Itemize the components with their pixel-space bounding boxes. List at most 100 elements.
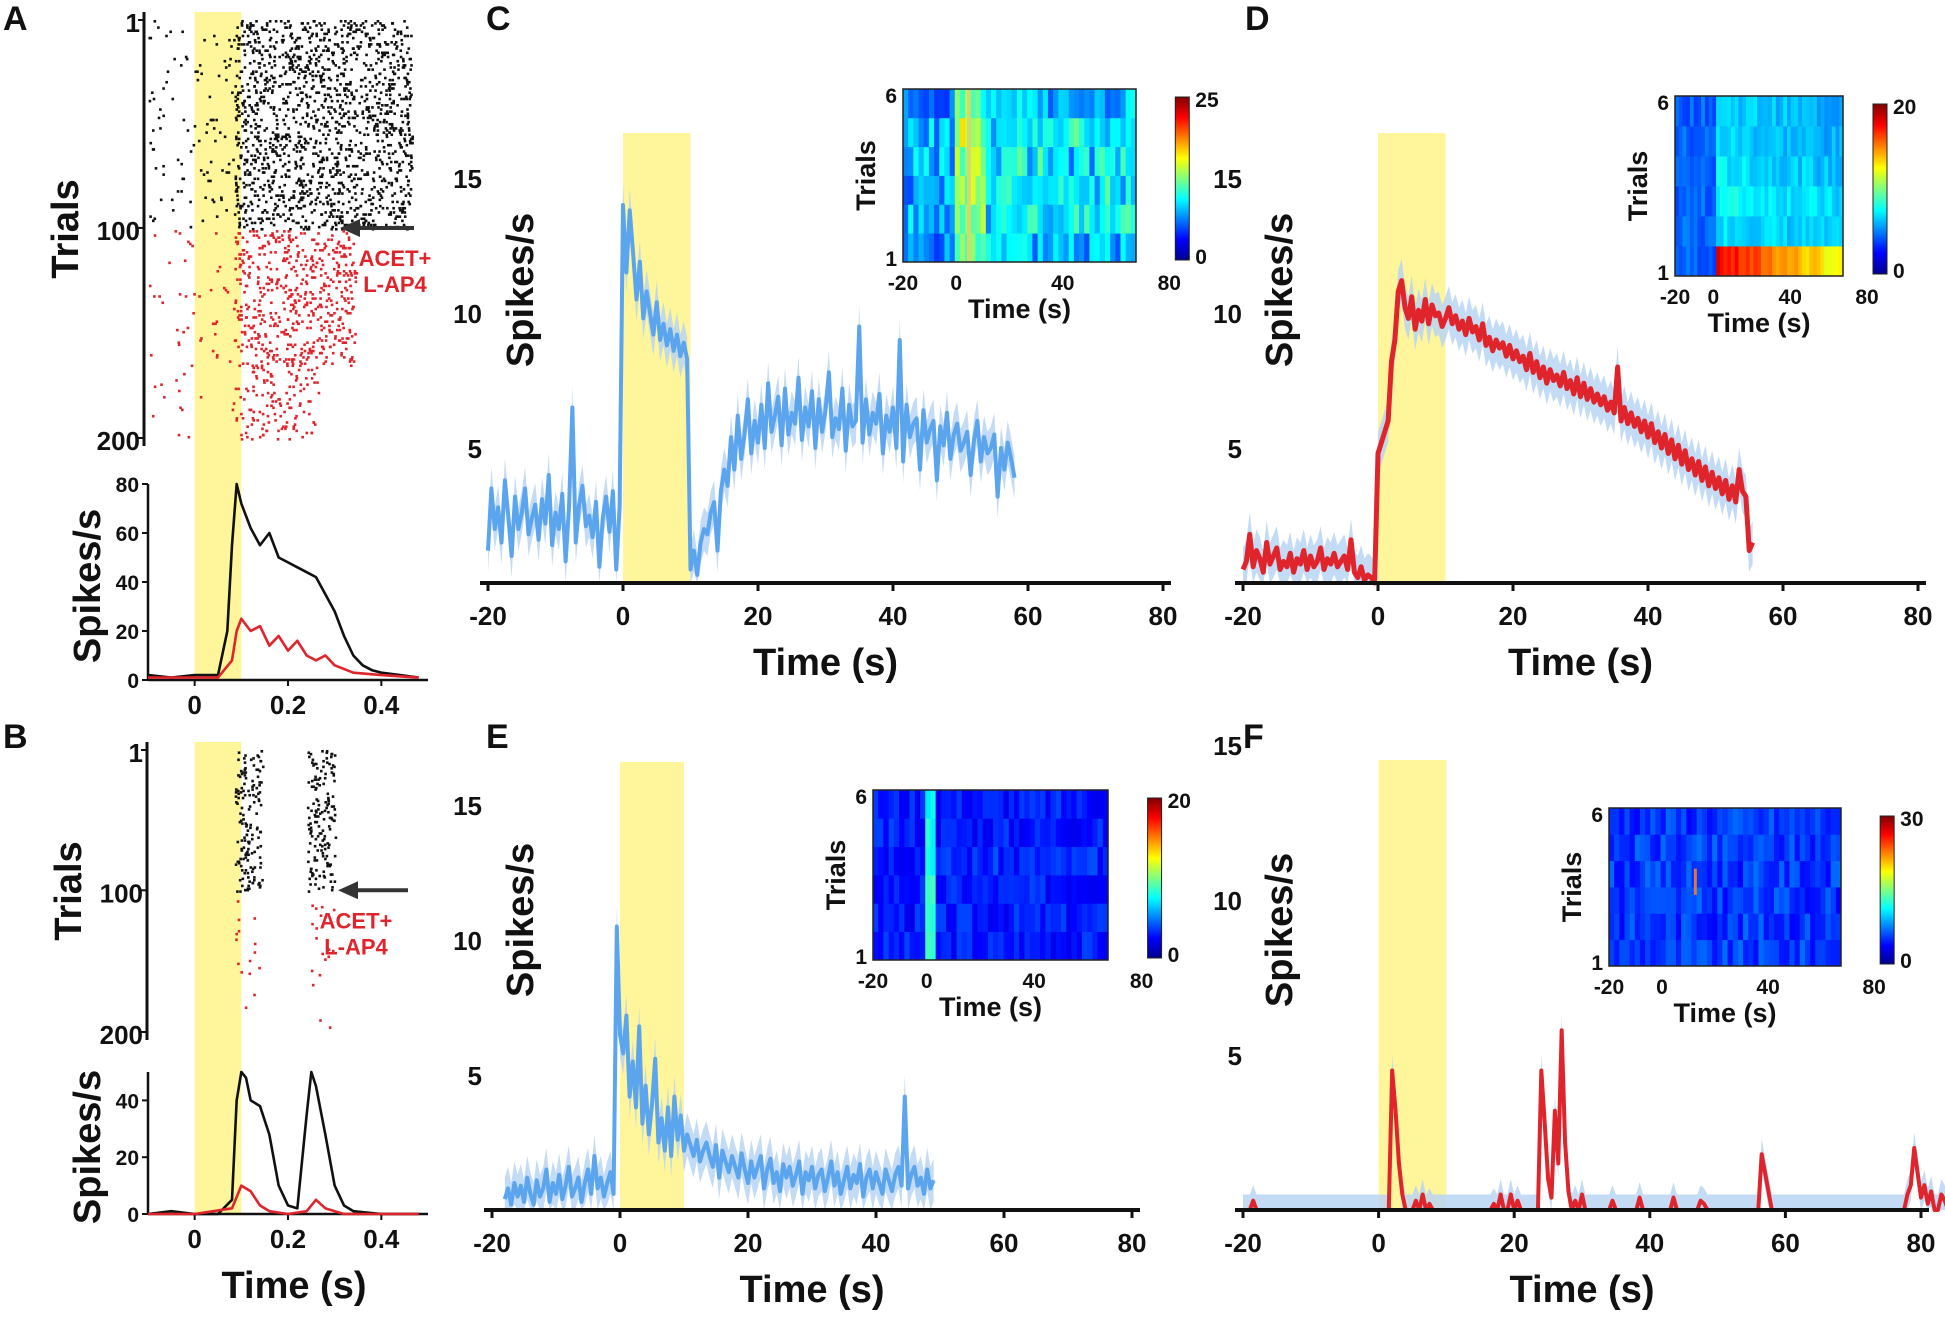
heat-cell: [908, 175, 914, 205]
heat-cell: [1727, 126, 1732, 157]
spike-red: [247, 255, 251, 258]
spike-black: [284, 55, 288, 59]
spike-black: [249, 823, 253, 827]
spike-black: [312, 152, 315, 155]
spike-black: [320, 810, 324, 814]
spike-red: [289, 309, 292, 313]
spike-black: [242, 101, 245, 105]
spike-black: [258, 881, 261, 885]
spike-black: [369, 43, 373, 46]
spike-black: [314, 820, 317, 824]
spike-red: [338, 251, 342, 254]
spike-black: [380, 24, 384, 27]
spike-black: [290, 196, 293, 200]
spike-black: [256, 754, 259, 757]
heat-cell: [1809, 156, 1814, 187]
heat-cell: [970, 204, 976, 234]
heat-cell: [930, 790, 937, 819]
spike-black: [401, 120, 405, 124]
spike-black: [320, 160, 324, 164]
heat-cell: [1097, 790, 1104, 819]
heat-cell: [1104, 117, 1111, 148]
heat-cell: [939, 117, 945, 148]
spike-black: [254, 78, 257, 82]
spike-black: [282, 38, 285, 42]
heat-cell: [1001, 89, 1007, 119]
spike-red: [295, 309, 298, 313]
heat-cell: [946, 875, 952, 904]
spike-red: [278, 320, 282, 323]
heat-cell: [1809, 126, 1814, 157]
heat-cell: [980, 89, 987, 119]
heat-cell: [1734, 126, 1739, 157]
spike-black: [203, 38, 206, 42]
heat-cell: [1779, 808, 1785, 835]
heat-cell: [1723, 126, 1728, 157]
spike-black: [298, 150, 302, 153]
spike-black: [276, 154, 279, 158]
heat-cell: [1099, 89, 1106, 119]
spike-red: [252, 234, 256, 237]
heat-cell: [1712, 126, 1717, 157]
heat-cell: [1686, 216, 1691, 247]
spike-red: [150, 353, 153, 357]
spike-black: [323, 809, 327, 813]
spike-black: [378, 45, 382, 48]
x-tick-label: 0: [613, 1228, 627, 1258]
inset-frame: [1608, 807, 1842, 967]
spike-black: [246, 120, 249, 124]
heat-cell: [1089, 89, 1095, 119]
spike-red: [256, 366, 260, 370]
spike-red: [344, 309, 348, 313]
heat-cell: [1092, 790, 1098, 819]
spike-black: [325, 156, 329, 160]
spike-black: [243, 793, 247, 797]
spike-red: [304, 255, 307, 258]
spike-black: [250, 202, 254, 206]
spike-black: [251, 788, 254, 791]
heat-cell: [1097, 931, 1104, 961]
heat-cell: [1061, 903, 1067, 933]
spike-red: [301, 435, 304, 439]
heat-cell: [1772, 216, 1777, 247]
spike-black: [331, 51, 334, 55]
heat-cell: [1040, 875, 1046, 904]
heat-cell: [1708, 186, 1713, 217]
spike-black: [336, 99, 339, 103]
y-tick-label: 5: [1228, 1041, 1242, 1071]
spike-black: [407, 120, 410, 124]
spike-black: [315, 91, 318, 95]
spike-black: [328, 762, 331, 766]
spike-black: [376, 139, 380, 143]
spike-black: [209, 160, 213, 164]
spike-red: [290, 358, 294, 361]
spike-black: [305, 112, 309, 116]
spike-black: [341, 221, 344, 225]
spike-red: [344, 255, 348, 258]
spike-black: [331, 59, 335, 63]
heat-cell: [1619, 939, 1625, 967]
heat-cell: [1731, 156, 1736, 187]
heat-cell: [1831, 216, 1836, 247]
spike-red: [324, 284, 328, 288]
spike-red: [308, 349, 312, 353]
heat-cell: [1794, 913, 1801, 941]
spike-red: [293, 423, 297, 426]
spike-red: [322, 362, 326, 365]
heat-cell: [1745, 96, 1751, 127]
spike-black: [323, 32, 326, 36]
spike-red: [329, 278, 333, 281]
spike-black: [346, 41, 349, 44]
heat-cell: [1719, 126, 1724, 157]
heat-cell: [883, 903, 890, 933]
spike-red: [265, 379, 269, 382]
heat-cell: [913, 89, 919, 119]
heat-cell: [1022, 233, 1028, 263]
heat-cell: [1053, 175, 1059, 205]
spike-black: [151, 129, 155, 132]
spike-black: [246, 859, 250, 862]
spike-red: [240, 349, 243, 353]
heat-cell: [1810, 834, 1816, 862]
spike-black: [237, 861, 241, 865]
spike-black: [304, 28, 308, 32]
